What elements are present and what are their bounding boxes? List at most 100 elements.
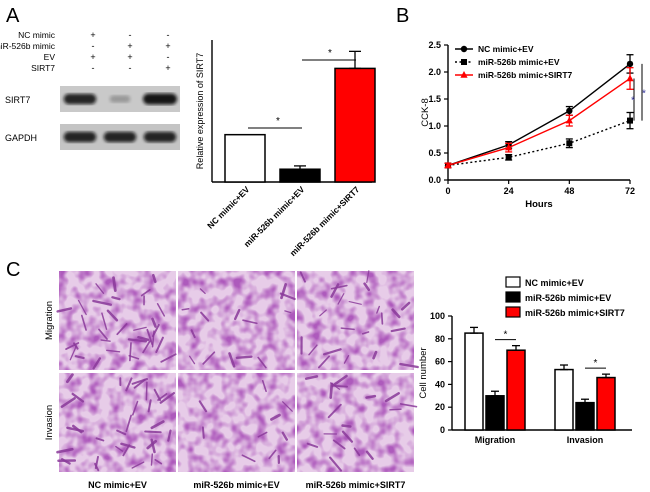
b-ytick-label-1-5: 1.5	[428, 94, 441, 104]
migrated-cell	[235, 355, 253, 359]
migrated-cell	[299, 271, 306, 283]
migrated-cell	[106, 349, 121, 353]
b-ytick-label-0-0: 0.0	[428, 175, 441, 185]
migrated-cell	[66, 373, 74, 384]
migrated-cell	[56, 307, 73, 313]
migrated-cell	[361, 331, 370, 335]
migrated-cell	[372, 350, 378, 360]
migrated-cell	[133, 378, 146, 389]
migrated-cell	[341, 424, 352, 428]
c-bar-invasion-mir-526b-mimic-ev	[575, 401, 595, 431]
migrated-cell	[340, 327, 355, 331]
b-point-mir-526b-mimic-ev-24	[505, 154, 512, 161]
migrated-cell	[366, 270, 370, 283]
migrated-cell	[167, 429, 172, 442]
micrograph-migration-nc-mimic-ev	[56, 271, 177, 370]
blot-band-gapdh-lane-2	[103, 131, 137, 143]
migrated-cell	[156, 303, 166, 317]
migrated-cell	[317, 355, 331, 369]
migrated-cell	[200, 311, 210, 322]
migrated-cell	[353, 447, 361, 457]
migrated-cell	[154, 458, 163, 465]
panel-a: A NC mimic+--miR-526b mimic-++EV++-SIRT7…	[0, 5, 376, 258]
b-xtick-label-48: 48	[564, 186, 574, 196]
migrated-cell	[327, 403, 342, 419]
c-ytick-label-20: 20	[435, 402, 445, 412]
chart-cck8: 0.0 0.5 1.0 1.5 2.0 2.5 0 24 48 72 Hours CCK-8 NC mi…	[420, 40, 646, 210]
treatment-mark-nc-mimic-3: -	[167, 30, 170, 40]
b-y-axis-label: CCK-8	[420, 98, 431, 127]
column-label-mir-526b-mimic-sirt7: miR-526b mimic+SIRT7	[306, 480, 406, 490]
micrograph-texture	[59, 373, 176, 472]
migrated-cell	[190, 329, 196, 339]
c-bar-migration-mir-526b-mimic-ev	[485, 395, 505, 431]
migrated-cell	[56, 447, 74, 454]
c-legend-label-mir-526b-mimic-sirt7: miR-526b mimic+SIRT7	[525, 308, 625, 318]
migrated-cell	[330, 283, 340, 298]
b-point-mir-526b-mimic-sirt7-24	[505, 143, 513, 151]
migrated-cell	[323, 348, 342, 356]
b-legend-label-nc-mimic-ev: NC mimic+EV	[478, 44, 534, 54]
blot-label-gapdh: GAPDH	[5, 133, 37, 143]
migrated-cell	[233, 308, 241, 321]
b-ytick-label-1-0: 1.0	[428, 121, 441, 131]
chart-sirt7-expression: Relative expression of SIRT7 NC mimic+EVm…	[195, 40, 376, 258]
migrated-cell	[101, 312, 108, 330]
migrated-cell	[92, 299, 113, 306]
b-xtick-label-24: 24	[504, 186, 514, 196]
migrated-cell	[399, 362, 419, 369]
a-tick-label-nc-mimic-ev: NC mimic+EV	[205, 184, 252, 231]
b-line-nc-mimic-ev	[447, 63, 631, 167]
treatment-mark-ev-2: +	[127, 52, 132, 62]
c-legend-label-nc-mimic-ev: NC mimic+EV	[525, 278, 584, 288]
migrated-cell	[202, 351, 216, 365]
migrated-cell	[65, 342, 80, 351]
migrated-cell	[131, 461, 145, 469]
migrated-cell	[282, 401, 293, 412]
migrated-cell	[348, 301, 362, 305]
migrated-cell	[74, 355, 85, 360]
migrated-cell	[95, 283, 105, 294]
b-point-mir-526b-mimic-sirt7-72	[626, 74, 634, 82]
migrated-cell	[61, 458, 71, 465]
migrated-cell	[94, 462, 100, 472]
western-blot: SIRT7 GAPDH	[5, 86, 180, 150]
b-line-mir-526b-mimic-sirt7	[447, 77, 631, 167]
migrated-cell	[151, 317, 157, 328]
b-xtick-label-0: 0	[445, 186, 450, 196]
b-ytick-label-2-0: 2.0	[428, 67, 441, 77]
migrated-cell	[115, 445, 124, 452]
migrated-cell	[319, 309, 327, 317]
c-bar-invasion-nc-mimic-ev	[554, 368, 574, 431]
migrated-cell	[137, 336, 150, 341]
migrated-cell	[284, 310, 292, 314]
blot-band-sirt7-lane-3	[143, 93, 177, 105]
migrated-cell	[306, 442, 319, 448]
migrated-cell	[159, 392, 175, 404]
treatment-table: NC mimic+--miR-526b mimic-++EV++-SIRT7--…	[0, 30, 171, 73]
a-y-axis-label: Relative expression of SIRT7	[195, 53, 205, 169]
treatment-mark-sirt7-2: -	[129, 63, 132, 73]
b-point-nc-mimic-ev-48	[566, 107, 573, 115]
migrated-cell	[365, 394, 377, 399]
migrated-cell	[399, 403, 418, 408]
migrated-cell	[112, 276, 117, 293]
b-sig-star-2: *	[642, 88, 646, 99]
migrated-cell	[147, 399, 152, 413]
migrated-cell	[257, 431, 268, 438]
migrated-cell	[111, 296, 121, 301]
migrated-cell	[140, 288, 151, 297]
migrated-cell	[281, 431, 288, 441]
migrated-cell	[145, 381, 148, 401]
migrated-cell	[71, 392, 85, 403]
migrated-cell	[304, 375, 319, 380]
migrated-cell	[157, 393, 168, 401]
migrated-cell	[95, 437, 105, 442]
migrated-cell	[144, 430, 162, 434]
transwell-micrographs: Migration Invasion NC mimic+EV miR-526b mim…	[44, 270, 419, 490]
c-legend-swatch-nc-mimic-ev	[505, 276, 521, 288]
migrated-cell	[152, 273, 157, 284]
b-legend-marker-mir-526b-mimic-sirt7	[460, 71, 468, 78]
b-sig-star-1: *	[631, 96, 635, 107]
